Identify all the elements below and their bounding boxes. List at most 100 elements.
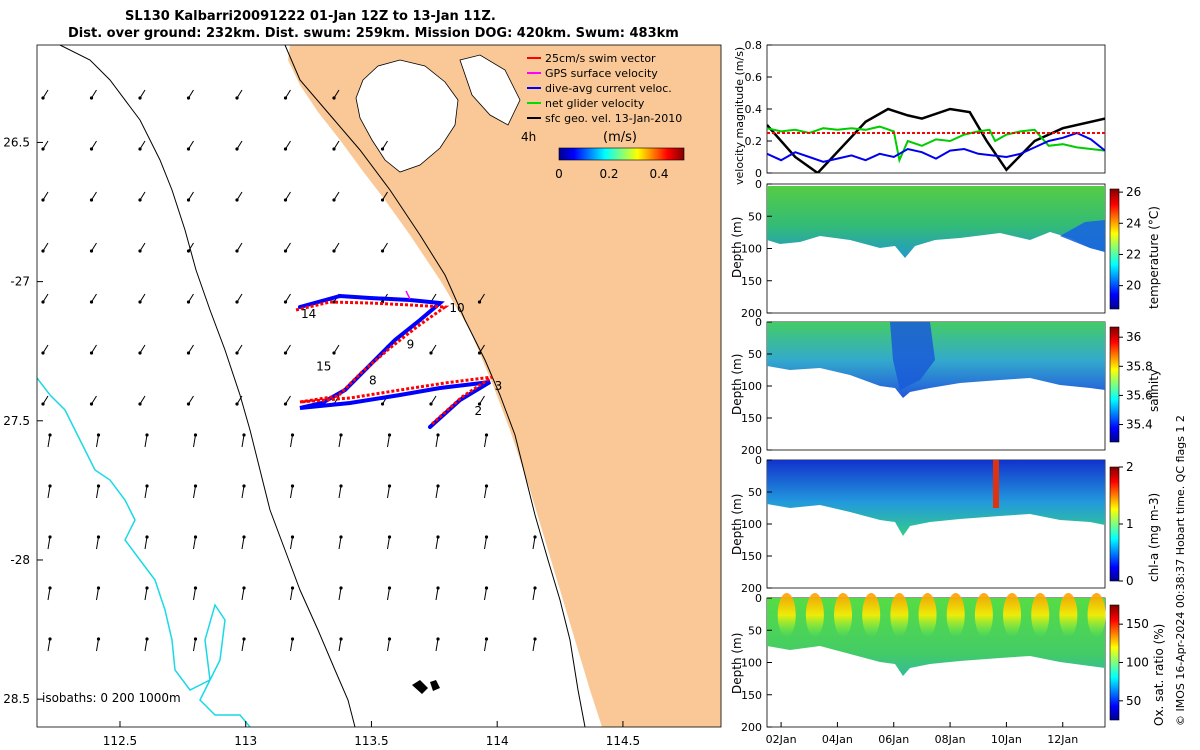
current-vector-head [186, 147, 191, 151]
current-vector-head [533, 637, 537, 641]
current-vector-head [138, 147, 142, 151]
current-vector-head [145, 637, 149, 641]
track-label: 8 [369, 374, 377, 388]
depth-tick-label: 50 [748, 348, 762, 361]
current-vector [290, 638, 293, 652]
current-vector-head [89, 198, 94, 202]
track-label: 10 [449, 301, 464, 315]
current-vector-head [477, 300, 482, 304]
current-vector-head [89, 96, 94, 100]
current-vector-head [436, 433, 440, 437]
chlorophyll-y-ticks: 0 50 100 150 200 [741, 454, 772, 595]
current-vector [532, 587, 536, 601]
current-vector-head [235, 402, 239, 406]
current-vector-head [235, 198, 239, 202]
current-vector-head [484, 535, 489, 539]
isobath-label: isobaths: 0 200 1000m [42, 691, 181, 705]
island-group [412, 680, 440, 694]
current-vector-head [436, 535, 440, 539]
current-vector-head [242, 637, 246, 641]
current-vector-head [484, 637, 489, 641]
oxygen-maximum [974, 593, 993, 637]
map-y-tick-label: -27 [10, 275, 30, 289]
current-vector-head [387, 484, 392, 488]
current-vector [532, 638, 536, 652]
imos-footer-note: © IMOS 16-Apr-2024 00:38:37 Hobart time.… [1174, 415, 1187, 726]
current-vector [435, 638, 439, 652]
current-vector [193, 638, 196, 652]
current-vector-head [283, 351, 288, 355]
current-vector-head [41, 147, 45, 151]
current-vector [484, 587, 487, 601]
map-legend: 25cm/s swim vector GPS surface velocity di… [527, 52, 682, 125]
velocity-y-tick-label: 0.8 [745, 39, 763, 52]
current-vector-head [484, 586, 489, 590]
current-vector-head [186, 402, 191, 406]
current-vector-head [41, 351, 45, 355]
depth-tick-label: 0 [755, 592, 762, 605]
current-vector [338, 587, 342, 601]
current-vector-head [332, 351, 336, 355]
salinity-colorbar-label: salinity [1147, 369, 1161, 412]
depth-tick-label: 200 [741, 307, 762, 320]
current-vector-head [186, 249, 191, 253]
current-vector [96, 587, 99, 601]
chlorophyll-colorbar-label: chl-a (mg m-3) [1147, 493, 1161, 582]
salinity-ylabel: Depth (m) [730, 354, 744, 415]
legend-entry: dive-avg current veloc. [545, 82, 672, 95]
depth-tick-label: 100 [741, 243, 762, 256]
colorbar-tick-label: 36 [1126, 330, 1141, 344]
temperature-colorbar [1109, 188, 1120, 310]
current-vector [47, 587, 51, 601]
current-vector-head [89, 402, 94, 406]
legend-entry: GPS surface velocity [545, 67, 658, 80]
current-vector [387, 587, 390, 601]
oxygen-maximum [777, 593, 796, 637]
current-vector [435, 587, 439, 601]
chlorophyll-colorbar [1109, 466, 1120, 582]
current-vector [47, 638, 51, 652]
colorbar-tick-label: 2 [1126, 460, 1134, 474]
oxygen-colorbar [1109, 604, 1120, 721]
current-vector-head [193, 535, 198, 539]
current-vector-head [41, 198, 45, 202]
current-vector-head [436, 637, 440, 641]
depth-tick-label: 0 [755, 178, 762, 191]
oxygen-colorbar-ticks: 50 100 150 [1119, 617, 1149, 708]
depth-tick-label: 0 [755, 316, 762, 329]
current-vector-head [339, 535, 343, 539]
current-vector-head [96, 637, 101, 641]
current-vector [96, 536, 99, 550]
velocity-series [767, 107, 1105, 173]
bay-cutout [459, 54, 521, 126]
current-vector-head [41, 249, 45, 253]
current-vector [144, 434, 148, 448]
map-x-tick-label: 114.5 [606, 734, 640, 748]
current-vector-head [96, 586, 101, 590]
current-vector [387, 536, 390, 550]
chlorophyll-ylabel: Depth (m) [730, 494, 744, 555]
current-vector [241, 638, 245, 652]
current-vector-head [290, 433, 295, 437]
current-vector [241, 485, 245, 499]
current-vector-head [332, 249, 336, 253]
map-colorbar [558, 147, 685, 161]
time-tick-label: 10Jan [991, 733, 1022, 746]
time-tick-label: 08Jan [935, 733, 966, 746]
colorbar-tick-label: 22 [1126, 247, 1141, 261]
current-vector [338, 485, 342, 499]
current-vector-head [145, 484, 149, 488]
current-vector-head [332, 300, 336, 304]
current-vector-head [235, 96, 239, 100]
current-vector [290, 536, 293, 550]
depth-tick-label: 150 [741, 275, 762, 288]
current-vector-head [484, 484, 489, 488]
current-vector-head [283, 249, 288, 253]
current-vector-head [193, 433, 198, 437]
current-vector-head [186, 300, 191, 304]
map-colorbar-ticks: 0 0.2 0.4 [555, 167, 668, 181]
isobath-1000 [59, 45, 356, 727]
colorbar-tick-label: 35.8 [1126, 359, 1153, 373]
colorbar-tick-label: 150 [1126, 617, 1149, 631]
current-vector-head [380, 147, 385, 151]
